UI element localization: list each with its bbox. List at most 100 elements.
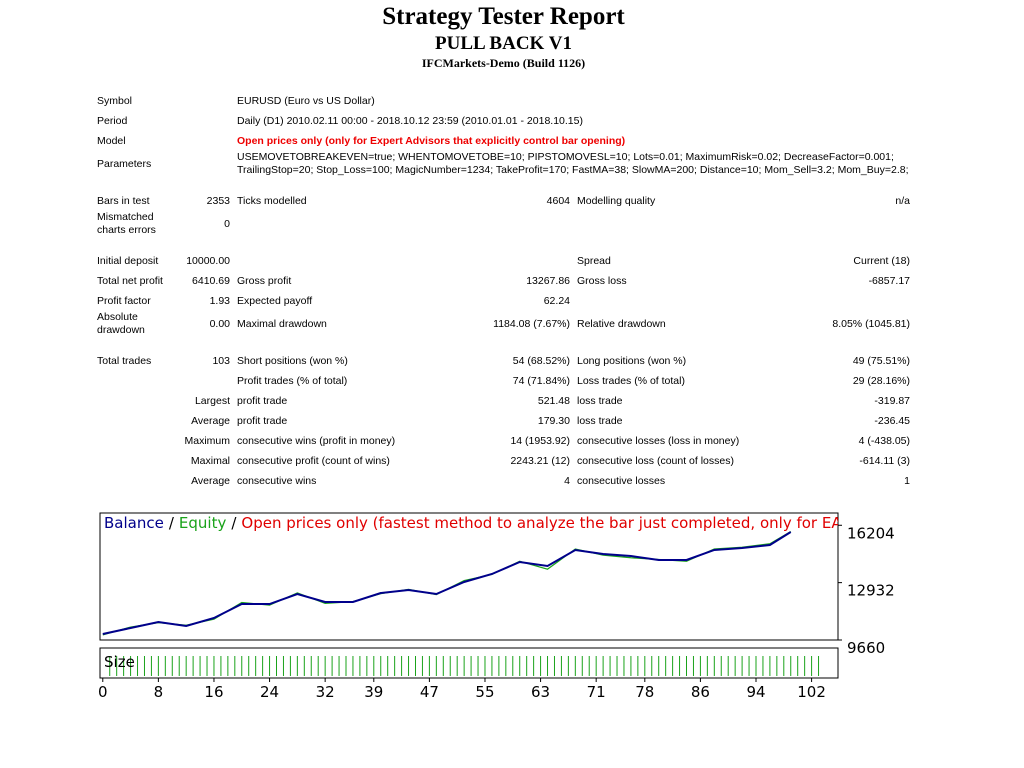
- report-subtitle: PULL BACK V1: [435, 33, 572, 54]
- series-line: [102, 531, 792, 636]
- stat-value: Average: [191, 474, 230, 487]
- stat-label: Absolute drawdown: [97, 311, 145, 336]
- stat-value: 6410.69: [192, 274, 230, 287]
- stat-value: Average: [191, 414, 230, 427]
- stat-row: Profit factor 1.93 Expected payoff 62.24: [97, 291, 910, 311]
- report-table: Symbol EURUSD (Euro vs US Dollar) Period Da…: [97, 91, 910, 491]
- stat-value: 14 (1953.92): [510, 434, 570, 447]
- stat-value: Maximal: [190, 454, 230, 467]
- info-value: EURUSD (Euro vs US Dollar): [237, 94, 375, 107]
- stat-value: 74 (71.84%): [512, 374, 570, 387]
- y-tick-label: 9660: [847, 639, 885, 657]
- stat-value: -6857.17: [868, 274, 911, 287]
- legend-model: Open prices only (fastest method to anal…: [241, 514, 884, 532]
- stat-label: Bars in test: [97, 194, 150, 207]
- stat-value: 2353: [206, 194, 230, 207]
- stat-label: consecutive wins (profit in money): [237, 434, 396, 447]
- stat-value: 13267.86: [526, 274, 570, 287]
- stat-label: Spread: [577, 254, 611, 267]
- report-title: Strategy Tester Report: [382, 3, 625, 30]
- x-tick-label: 71: [587, 683, 606, 701]
- x-tick-label: 86: [691, 683, 710, 701]
- x-tick-label: 24: [260, 683, 279, 701]
- plot-frame: [99, 512, 839, 641]
- stat-value: 1: [904, 474, 911, 487]
- info-row: Model Open prices only (only for Expert A…: [97, 131, 910, 151]
- stat-value: -614.11 (3): [859, 454, 911, 467]
- stat-row: Maximal consecutive profit (count of wins…: [97, 451, 910, 471]
- stat-value: 2243.21 (12): [510, 454, 570, 467]
- stat-row: Bars in test 2353 Ticks modelled 4604 Modell…: [97, 191, 910, 211]
- stat-value: 1.93: [209, 294, 230, 307]
- stat-value: 103: [212, 354, 230, 367]
- info-value: USEMOVETOBREAKEVEN=true; WHENTOMOVETOBE=…: [237, 151, 909, 176]
- info-row: Parameters USEMOVETOBREAKEVEN=true; WHENT…: [97, 151, 910, 177]
- x-tick-label: 47: [420, 683, 439, 701]
- stat-label: consecutive losses (loss in money): [577, 434, 740, 447]
- stat-label: profit trade: [237, 414, 288, 427]
- legend-separator: /: [231, 514, 237, 532]
- report-server: IFCMarkets-Demo (Build 1126): [421, 56, 586, 70]
- stat-value: 521.48: [537, 394, 570, 407]
- stat-value: -319.87: [874, 394, 911, 407]
- info-label: Parameters: [97, 157, 152, 170]
- info-row: Period Daily (D1) 2010.02.11 00:00 - 2018…: [97, 111, 910, 131]
- x-tick-label: 16: [204, 683, 223, 701]
- x-tick-label: 102: [797, 683, 826, 701]
- stat-label: Loss trades (% of total): [577, 374, 685, 387]
- stat-label: Expected payoff: [237, 294, 313, 307]
- size-label: Size: [104, 653, 135, 671]
- stat-label: Gross profit: [237, 274, 292, 287]
- stat-row: Initial deposit 10000.00 Spread Current (18…: [97, 251, 910, 271]
- stat-row: Absolute drawdown 0.00 Maximal drawdown 118…: [97, 311, 910, 337]
- stat-label: Initial deposit: [97, 254, 159, 267]
- x-tick-label: 8: [154, 683, 164, 701]
- stat-value: 29 (28.16%): [852, 374, 911, 387]
- y-tick-label: 16204: [847, 524, 895, 542]
- stat-row: Mismatched charts errors 0: [97, 211, 910, 237]
- stat-label: consecutive wins: [237, 474, 317, 487]
- stat-value: 8.05% (1045.81): [832, 317, 911, 330]
- stat-value: 54 (68.52%): [512, 354, 570, 367]
- stat-label: Short positions (won %): [237, 354, 348, 367]
- x-tick-label: 94: [746, 683, 765, 701]
- stat-row: Maximum consecutive wins (profit in money…: [97, 431, 910, 451]
- stat-row: Largest profit trade 521.48 loss trade -319.…: [97, 391, 910, 411]
- x-tick-label: 39: [364, 683, 383, 701]
- stat-row: Average consecutive wins 4 consecutive loss…: [97, 471, 910, 491]
- stat-label: Gross loss: [577, 274, 627, 287]
- x-tick-label: 78: [635, 683, 654, 701]
- stat-label: Profit trades (% of total): [237, 374, 348, 387]
- stat-label: loss trade: [577, 414, 623, 427]
- stat-label: Modelling quality: [577, 194, 656, 207]
- stat-value: 49 (75.51%): [852, 354, 911, 367]
- info-value: Daily (D1) 2010.02.11 00:00 - 2018.10.12…: [237, 114, 583, 127]
- stat-label: Long positions (won %): [577, 354, 687, 367]
- stat-value: 0.00: [209, 317, 230, 330]
- legend: Balance / Equity / Open prices only (fastest…: [104, 514, 885, 532]
- info-label: Symbol: [97, 94, 133, 107]
- stat-label: profit trade: [237, 394, 288, 407]
- stat-label: Total net profit: [97, 274, 163, 287]
- stat-value: 4: [564, 474, 570, 487]
- stat-value: n/a: [895, 194, 911, 207]
- stat-value: 10000.00: [186, 254, 230, 267]
- info-value: Open prices only (only for Expert Adviso…: [237, 134, 626, 147]
- stat-value: Largest: [194, 394, 230, 407]
- info-label: Period: [97, 114, 128, 127]
- stat-row: Total net profit 6410.69 Gross profit 13267…: [97, 271, 910, 291]
- info-label: Model: [97, 134, 126, 147]
- stat-row: Total trades 103 Short positions (won %) 54…: [97, 351, 910, 371]
- legend-separator: /: [169, 514, 175, 532]
- stat-label: Total trades: [97, 354, 152, 367]
- stat-label: consecutive loss (count of losses): [577, 454, 734, 467]
- size-frame: [99, 647, 839, 679]
- x-tick-label: 32: [316, 683, 335, 701]
- x-tick-label: 55: [475, 683, 494, 701]
- legend-balance: Balance: [104, 514, 164, 532]
- stat-value: 4604: [546, 194, 570, 207]
- stat-value: Maximum: [184, 434, 230, 447]
- stat-label: Mismatched charts errors: [97, 211, 156, 236]
